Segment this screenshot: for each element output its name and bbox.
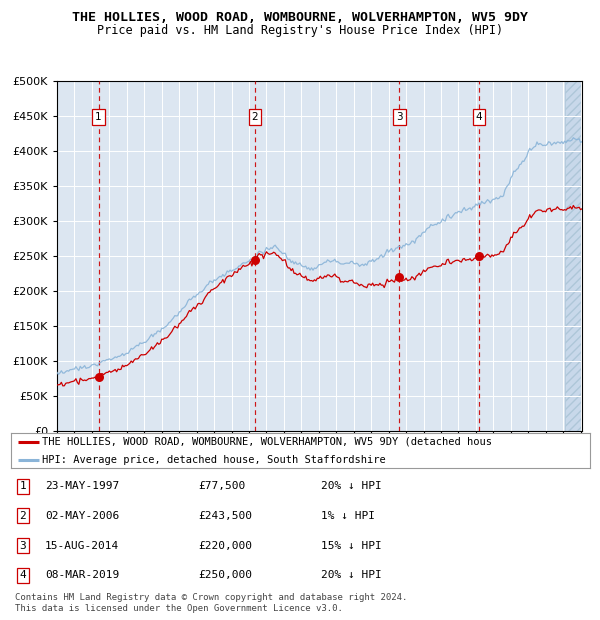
Text: THE HOLLIES, WOOD ROAD, WOMBOURNE, WOLVERHAMPTON, WV5 9DY (detached hous: THE HOLLIES, WOOD ROAD, WOMBOURNE, WOLVE… — [42, 437, 492, 447]
Text: 15-AUG-2014: 15-AUG-2014 — [45, 541, 119, 551]
Text: £220,000: £220,000 — [198, 541, 252, 551]
Text: Contains HM Land Registry data © Crown copyright and database right 2024.
This d: Contains HM Land Registry data © Crown c… — [15, 593, 407, 613]
Text: 1: 1 — [19, 481, 26, 491]
Text: 2: 2 — [251, 112, 258, 122]
Text: £250,000: £250,000 — [198, 570, 252, 580]
Text: 4: 4 — [19, 570, 26, 580]
Text: 2: 2 — [19, 511, 26, 521]
Text: 08-MAR-2019: 08-MAR-2019 — [45, 570, 119, 580]
Text: 3: 3 — [396, 112, 403, 122]
Text: HPI: Average price, detached house, South Staffordshire: HPI: Average price, detached house, Sout… — [42, 455, 386, 466]
Text: £243,500: £243,500 — [198, 511, 252, 521]
Text: 1: 1 — [95, 112, 102, 122]
Text: 23-MAY-1997: 23-MAY-1997 — [45, 481, 119, 491]
Text: 4: 4 — [476, 112, 482, 122]
Text: 3: 3 — [19, 541, 26, 551]
Text: £77,500: £77,500 — [198, 481, 245, 491]
Text: 15% ↓ HPI: 15% ↓ HPI — [321, 541, 382, 551]
Text: 20% ↓ HPI: 20% ↓ HPI — [321, 570, 382, 580]
Text: 1% ↓ HPI: 1% ↓ HPI — [321, 511, 375, 521]
Text: 20% ↓ HPI: 20% ↓ HPI — [321, 481, 382, 491]
Text: 02-MAY-2006: 02-MAY-2006 — [45, 511, 119, 521]
Text: Price paid vs. HM Land Registry's House Price Index (HPI): Price paid vs. HM Land Registry's House … — [97, 24, 503, 37]
Text: THE HOLLIES, WOOD ROAD, WOMBOURNE, WOLVERHAMPTON, WV5 9DY: THE HOLLIES, WOOD ROAD, WOMBOURNE, WOLVE… — [72, 11, 528, 24]
